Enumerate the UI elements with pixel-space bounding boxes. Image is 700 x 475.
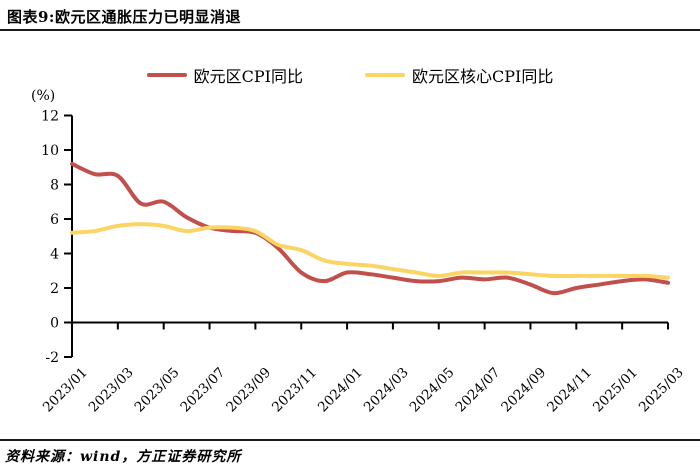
- legend-swatch-cpi: [146, 73, 187, 77]
- legend-item-core-cpi: 欧元区核心CPI同比: [365, 63, 553, 87]
- y-tick-label: 4: [50, 247, 59, 263]
- y-tick-label: 0: [50, 316, 59, 332]
- x-tick-label: 2024/01: [315, 365, 366, 416]
- chart-canvas: 121086420-22023/012023/032023/052023/072…: [40, 109, 687, 416]
- x-tick-label: 2024/03: [361, 365, 412, 416]
- legend-swatch-core-cpi: [365, 73, 405, 77]
- y-tick-label: 8: [50, 178, 59, 194]
- page-title: 图表9:欧元区通胀压力已明显消退: [7, 8, 241, 26]
- x-tick-label: 2023/05: [132, 365, 183, 416]
- y-tick-label: 12: [41, 109, 59, 125]
- y-tick-label: -2: [45, 350, 59, 366]
- source-text: 资料来源：wind，方正证券研究所: [5, 449, 242, 465]
- x-tick-label: 2023/01: [40, 365, 91, 416]
- series-line-1: [70, 222, 670, 280]
- x-tick-label: 2024/11: [544, 365, 595, 416]
- chart-legend: 欧元区CPI同比 欧元区核心CPI同比: [0, 63, 700, 87]
- series-line-0: [70, 161, 670, 296]
- x-tick-label: 2023/03: [86, 365, 137, 416]
- x-tick-label: 2024/05: [407, 365, 458, 416]
- y-tick-label: 6: [50, 212, 59, 228]
- x-tick-label: 2023/07: [177, 365, 228, 416]
- x-tick-label: 2024/07: [452, 365, 503, 416]
- legend-label-core-cpi: 欧元区核心CPI同比: [412, 67, 554, 86]
- y-tick-label: 10: [41, 143, 59, 159]
- x-tick-label: 2023/09: [223, 365, 274, 416]
- source-rule: [0, 439, 700, 441]
- legend-item-cpi: 欧元区CPI同比: [146, 63, 303, 87]
- y-tick-label: 2: [50, 281, 59, 297]
- x-tick-label: 2025/03: [636, 365, 687, 416]
- x-tick-label: 2023/11: [269, 365, 320, 416]
- title-rule: [0, 29, 700, 31]
- x-tick-label: 2025/01: [590, 365, 641, 416]
- y-axis-unit-label: (%): [31, 88, 56, 104]
- legend-label-cpi: 欧元区CPI同比: [193, 67, 303, 86]
- x-tick-label: 2024/09: [498, 365, 549, 416]
